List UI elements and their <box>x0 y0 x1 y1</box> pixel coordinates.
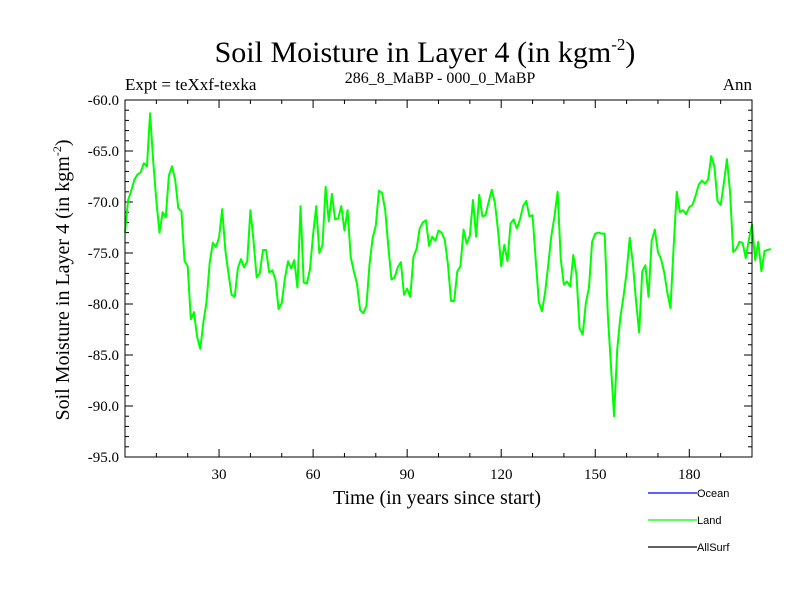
x-tick-label: 30 <box>212 467 227 483</box>
y-tick-label: -75.0 <box>88 246 119 262</box>
plot-frame <box>124 99 753 458</box>
y-tick-label: -60.0 <box>88 93 119 109</box>
y-tick-label: -80.0 <box>88 297 119 313</box>
legend-label-ocean: Ocean <box>697 488 729 500</box>
y-axis-label: Soil Moisture in Layer 4 (in kgm-2) <box>50 139 74 420</box>
subtitle-center: 286_8_MaBP - 000_0_MaBP <box>345 70 536 87</box>
y-tick-label: -70.0 <box>88 195 119 211</box>
subtitle-right: Ann <box>723 75 753 94</box>
x-tick-label: 150 <box>584 467 607 483</box>
legend: Ocean Land AllSurf <box>648 488 730 554</box>
legend-label-allsurf: AllSurf <box>697 542 730 554</box>
y-tick-label: -65.0 <box>88 144 119 160</box>
x-tick-label: 180 <box>678 467 701 483</box>
y-tick-label: -95.0 <box>88 450 119 466</box>
x-tick-label: 60 <box>306 467 321 483</box>
y-tick-label: -85.0 <box>88 348 119 364</box>
x-axis-label: Time (in years since start) <box>333 487 541 509</box>
chart-title: Soil Moisture in Layer 4 (in kgm-2) <box>215 35 636 69</box>
axis-ticks-group: 30 60 90 120 150 180 -60.0 -65.0 -70.0 -75.0 -80.0… <box>88 93 752 483</box>
y-tick-label: -90.0 <box>88 399 119 415</box>
series-line-land <box>124 112 772 418</box>
x-tick-label: 120 <box>490 467 513 483</box>
x-tick-label: 90 <box>400 467 415 483</box>
subtitle-left: Expt = teXxf-texka <box>125 75 257 94</box>
legend-label-land: Land <box>697 515 721 527</box>
series-group <box>124 112 772 418</box>
